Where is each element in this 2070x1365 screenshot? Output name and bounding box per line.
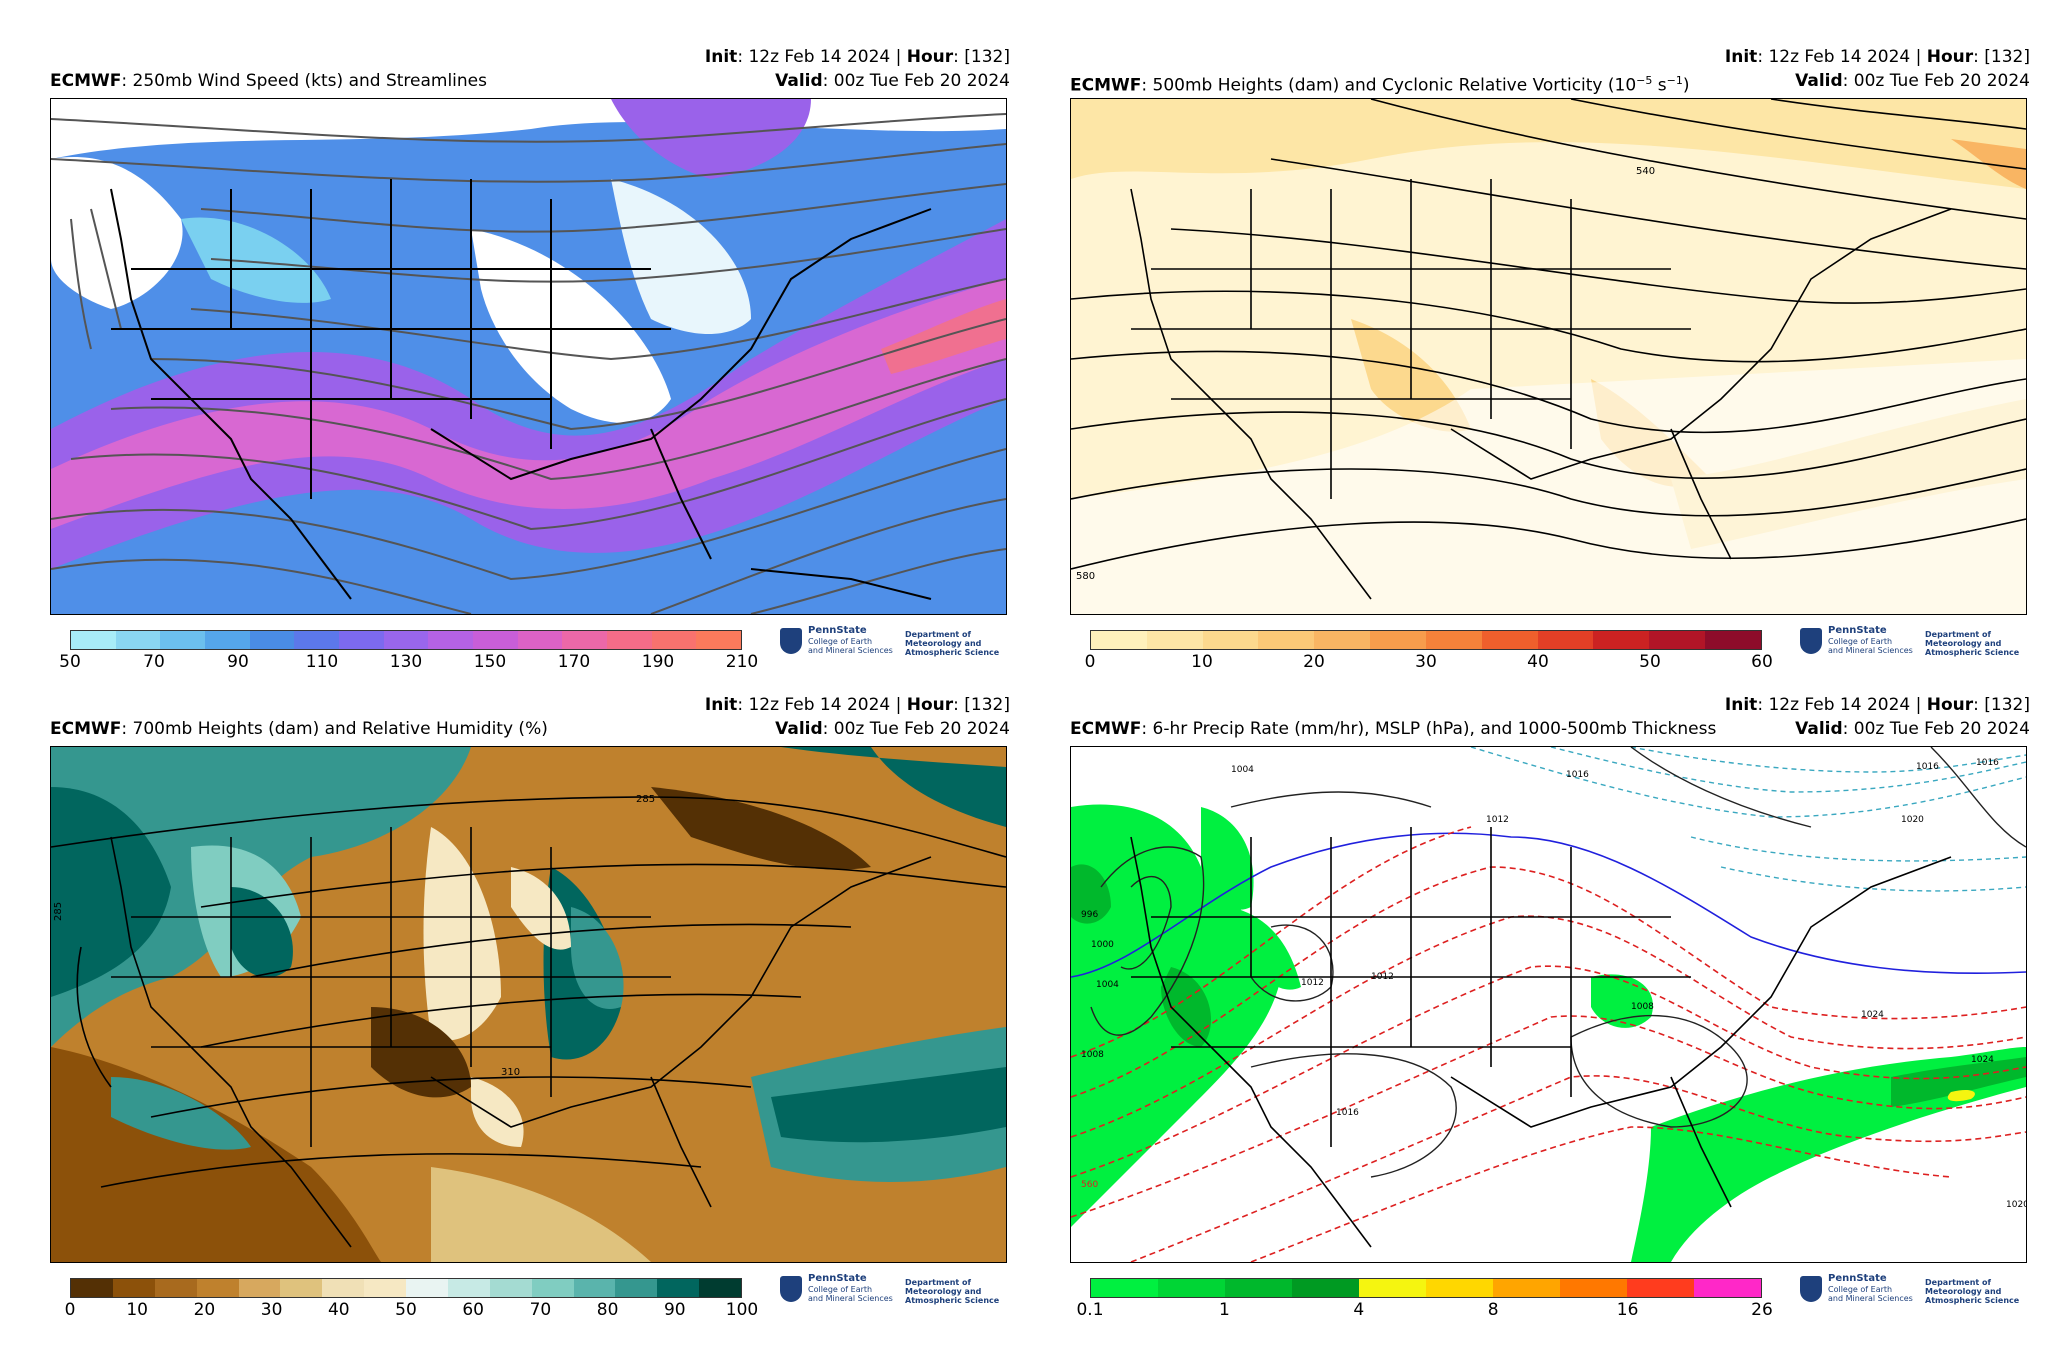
panel-title: : 250mb Wind Speed (kts) and Streamlines xyxy=(121,71,487,91)
map-700mb-rh: 285 285 310 xyxy=(50,746,1007,1263)
colorbar-vorticity xyxy=(1090,630,1762,650)
svg-text:1004: 1004 xyxy=(1096,980,1119,990)
colorbar-rh xyxy=(70,1278,742,1298)
pennstate-shield-icon xyxy=(780,1276,802,1302)
header-init-row: Init: 12z Feb 14 2024 | Hour: [132] xyxy=(1724,47,2030,67)
header-title-row: ECMWF: 500mb Heights (dam) and Cyclonic … xyxy=(1070,71,2030,96)
colorbar-ticks: 0.1 1 4 8 16 26 xyxy=(1076,1300,1773,1320)
svg-text:560: 560 xyxy=(1081,1180,1098,1190)
pennstate-logo: PennState College of Earth and Mineral Sc… xyxy=(780,1274,1010,1308)
svg-text:1012: 1012 xyxy=(1486,815,1509,825)
svg-text:1004: 1004 xyxy=(1231,765,1254,775)
map-250mb-wind xyxy=(50,98,1007,615)
svg-text:1012: 1012 xyxy=(1301,978,1324,988)
panel-title: : 700mb Heights (dam) and Relative Humid… xyxy=(121,719,548,739)
colorbar-wind-speed xyxy=(70,630,742,650)
svg-text:1016: 1016 xyxy=(1916,762,1939,772)
colorbar-ticks: 0 10 20 30 40 50 60 xyxy=(1084,652,1773,672)
panel-500mb-vorticity: Init: 12z Feb 14 2024 | Hour: [132] ECMW… xyxy=(1060,40,2060,680)
panel-700mb-rh: Init: 12z Feb 14 2024 | Hour: [132] ECMW… xyxy=(40,688,1040,1328)
svg-text:1020: 1020 xyxy=(1901,815,1924,825)
svg-text:1016: 1016 xyxy=(1566,770,1589,780)
model-name: ECMWF xyxy=(50,71,122,91)
header-title-row: ECMWF: 700mb Heights (dam) and Relative … xyxy=(50,719,1010,739)
pennstate-logo: PennState College of Earth and Mineral Sc… xyxy=(1800,1274,2030,1308)
pennstate-logo: PennState College of Earth and Mineral Sc… xyxy=(1800,626,2030,660)
colorbar-ticks: 50 70 90 110 130 150 170 190 210 xyxy=(59,652,759,672)
svg-text:1024: 1024 xyxy=(1861,1010,1884,1020)
pennstate-shield-icon xyxy=(780,628,802,654)
svg-text:540: 540 xyxy=(1636,166,1655,177)
map-500mb-vorticity: 540 580 xyxy=(1070,98,2027,615)
svg-text:1008: 1008 xyxy=(1081,1050,1104,1060)
header-title-row: ECMWF: 250mb Wind Speed (kts) and Stream… xyxy=(50,71,1010,91)
pennstate-shield-icon xyxy=(1800,1276,1822,1302)
panel-250mb-wind: Init: 12z Feb 14 2024 | Hour: [132] ECMW… xyxy=(40,40,1040,680)
header-init-row: Init: 12z Feb 14 2024 | Hour: [132] xyxy=(704,47,1010,67)
map-precip-mslp: 1004 1012 1016 1016 1020 1012 1008 996 1… xyxy=(1070,746,2027,1263)
svg-text:580: 580 xyxy=(1076,571,1095,582)
header-init-row: Init: 12z Feb 14 2024 | Hour: [132] xyxy=(704,695,1010,715)
colorbar-ticks: 0 10 20 30 40 50 60 70 80 90 100 xyxy=(64,1300,759,1320)
svg-text:1024: 1024 xyxy=(1971,1055,1994,1065)
svg-text:1016: 1016 xyxy=(1976,758,1999,768)
svg-text:310: 310 xyxy=(501,1067,520,1078)
svg-text:1008: 1008 xyxy=(1631,1002,1654,1012)
svg-text:1012: 1012 xyxy=(1371,972,1394,982)
panel-precip-mslp: Init: 12z Feb 14 2024 | Hour: [132] ECMW… xyxy=(1060,688,2060,1328)
pennstate-shield-icon xyxy=(1800,628,1822,654)
header-title-row: ECMWF: 6-hr Precip Rate (mm/hr), MSLP (h… xyxy=(1070,719,2030,739)
pennstate-logo: PennState College of Earth and Mineral Sc… xyxy=(780,626,1010,660)
header-init-row: Init: 12z Feb 14 2024 | Hour: [132] xyxy=(1724,695,2030,715)
panel-title: : 6-hr Precip Rate (mm/hr), MSLP (hPa), … xyxy=(1141,719,1717,739)
svg-text:996: 996 xyxy=(1081,910,1098,920)
svg-text:285: 285 xyxy=(636,794,655,805)
svg-text:1016: 1016 xyxy=(1336,1108,1359,1118)
colorbar-precip xyxy=(1090,1278,1762,1298)
panel-title: : 500mb Heights (dam) and Cyclonic Relat… xyxy=(1141,75,1637,96)
svg-text:1000: 1000 xyxy=(1091,940,1114,950)
svg-text:285: 285 xyxy=(53,902,64,921)
svg-text:1020: 1020 xyxy=(2006,1200,2026,1210)
